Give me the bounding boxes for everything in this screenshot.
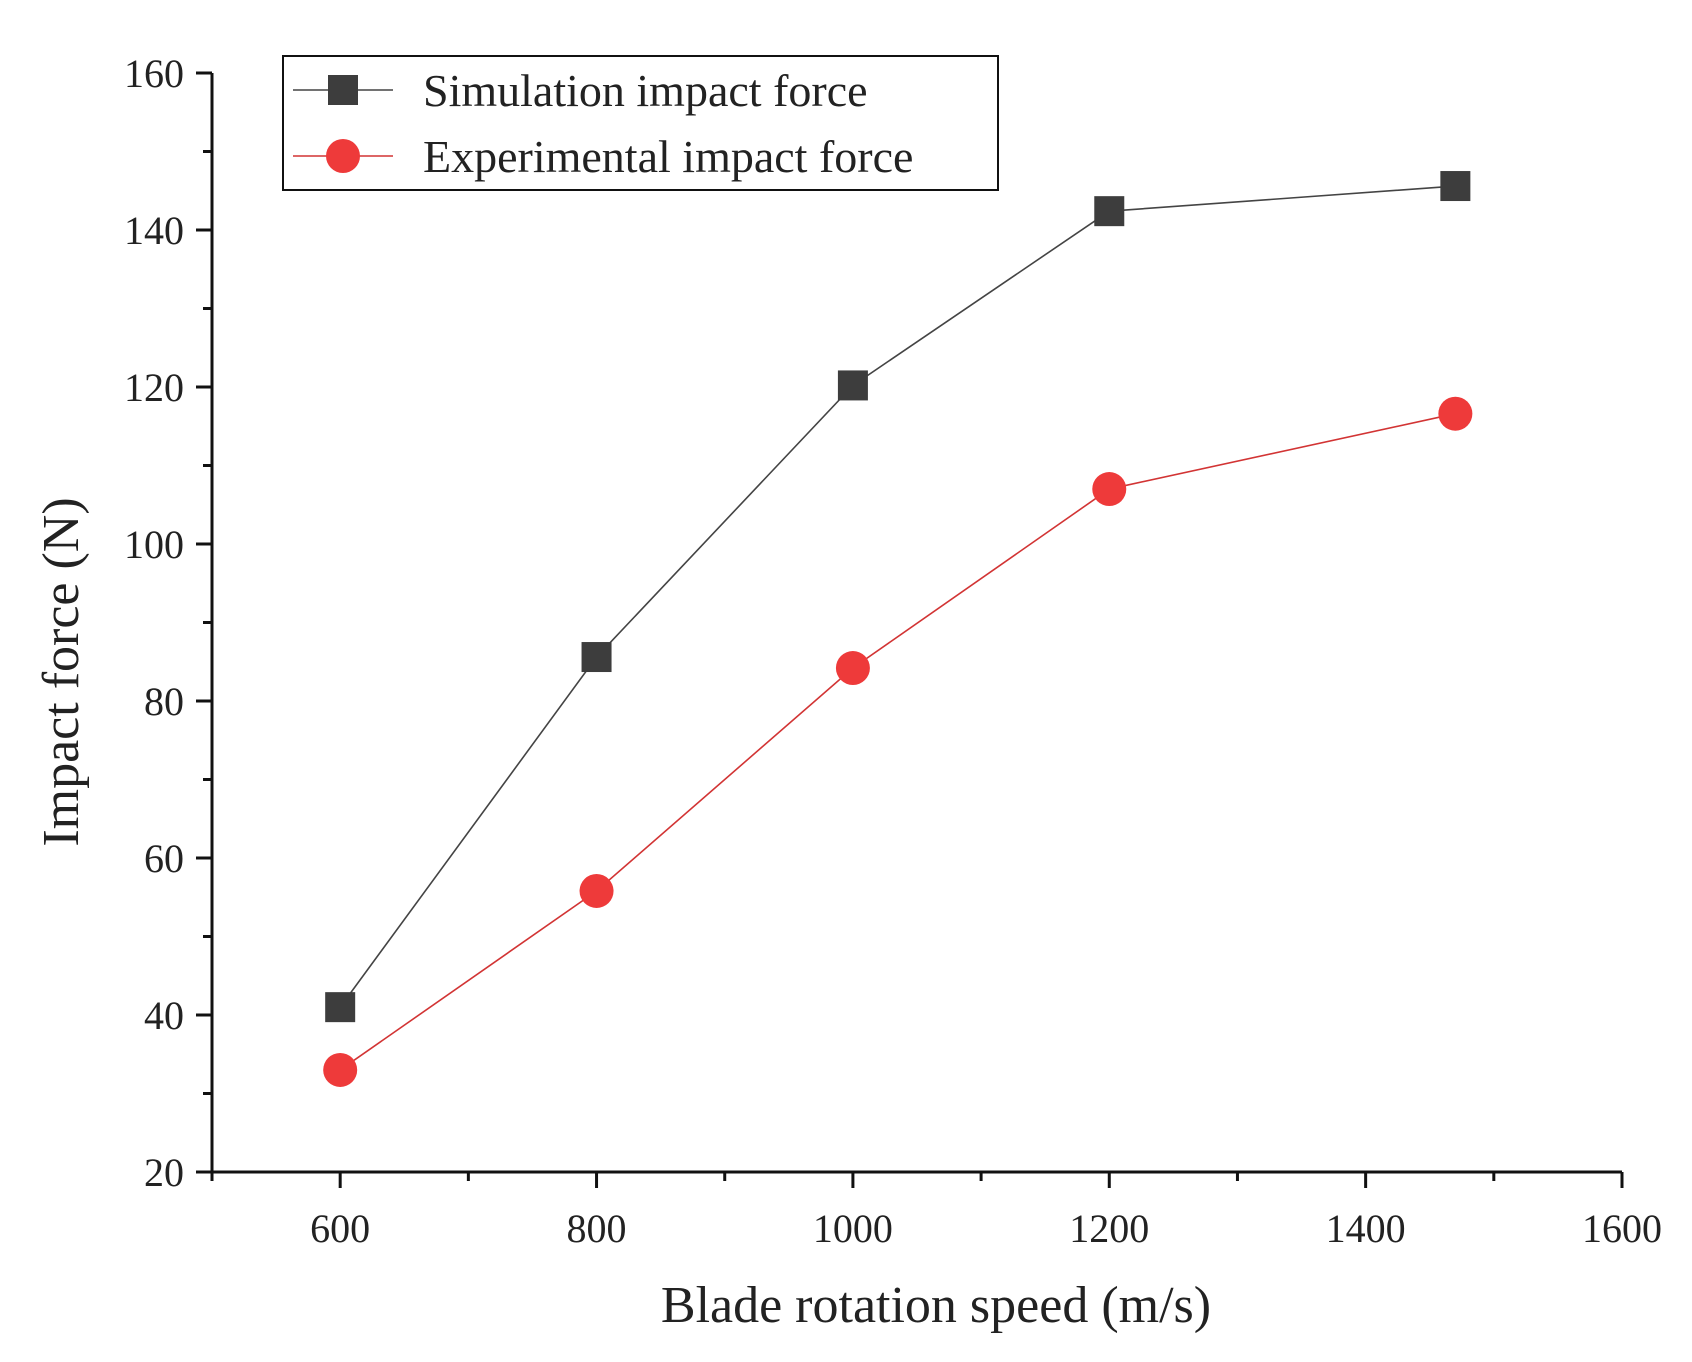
y-tick-label: 60	[144, 836, 184, 881]
data-point-circle	[835, 651, 870, 686]
data-point-circle	[579, 873, 614, 908]
data-point-square	[325, 992, 356, 1023]
x-tick-label: 1400	[1326, 1206, 1406, 1251]
data-point-square	[581, 642, 612, 673]
y-tick-label: 140	[124, 208, 184, 253]
x-tick-label: 1600	[1582, 1206, 1662, 1251]
data-point-square	[1094, 196, 1125, 227]
y-tick-label: 20	[144, 1150, 184, 1195]
data-point-square	[1440, 171, 1471, 202]
data-point-circle	[323, 1052, 358, 1087]
legend-label: Simulation impact force	[423, 65, 868, 116]
y-tick-label: 160	[124, 51, 184, 96]
y-tick-label: 100	[124, 522, 184, 567]
series-layer	[323, 171, 1473, 1087]
y-tick-label: 120	[124, 365, 184, 410]
data-point-square	[837, 370, 868, 401]
data-point-circle	[1092, 472, 1127, 507]
data-point-circle	[1438, 396, 1473, 431]
legend-box	[282, 55, 999, 191]
x-tick-label: 600	[310, 1206, 370, 1251]
x-tick-label: 1000	[813, 1206, 893, 1251]
series-experimental	[323, 396, 1473, 1087]
legend: Simulation impact force Experimental impa…	[282, 55, 999, 191]
y-tick-label: 80	[144, 679, 184, 724]
y-tick-label: 40	[144, 993, 184, 1038]
series-simulation	[325, 171, 1471, 1023]
axes: 20 40 60 80 100 120 140 160 600 800 1000 1200 1400 16…	[124, 51, 1662, 1251]
legend-label: Experimental impact force	[423, 131, 913, 182]
legend-marker-square	[328, 75, 358, 105]
legend-marker-circle	[326, 139, 360, 173]
y-axis-title: Impact force (N)	[33, 497, 90, 846]
x-tick-label: 800	[567, 1206, 627, 1251]
x-tick-label: 1200	[1069, 1206, 1149, 1251]
x-axis-title: Blade rotation speed (m/s)	[661, 1277, 1211, 1334]
series-line	[339, 412, 1456, 1071]
series-line	[339, 185, 1456, 1008]
